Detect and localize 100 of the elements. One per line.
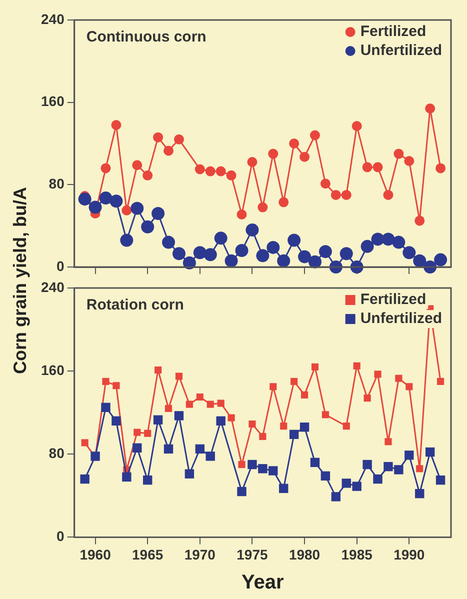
point	[258, 464, 268, 474]
point	[289, 430, 299, 439]
point	[99, 192, 112, 205]
point	[437, 378, 444, 385]
point	[404, 450, 414, 460]
point	[322, 411, 329, 418]
point	[352, 121, 362, 132]
point	[258, 202, 268, 212]
point	[416, 465, 424, 472]
point	[224, 254, 238, 268]
point	[122, 472, 132, 482]
point	[216, 166, 226, 176]
point	[206, 452, 215, 461]
y-tick-label: 160	[41, 362, 65, 378]
x-tick-label: 1980	[288, 546, 320, 562]
point	[214, 232, 228, 245]
point	[279, 484, 288, 493]
point	[298, 250, 312, 264]
point	[266, 240, 280, 254]
point	[413, 254, 426, 268]
x-axis-title: Year	[242, 572, 284, 594]
point	[217, 400, 224, 407]
x-tick-label: 1970	[184, 546, 216, 562]
text: Continuous corn	[86, 28, 206, 46]
point	[395, 374, 402, 382]
x-tick-label: 1965	[132, 546, 164, 562]
point	[111, 120, 122, 130]
point	[152, 206, 165, 220]
point	[372, 162, 383, 172]
point	[384, 462, 393, 472]
point	[415, 488, 424, 498]
point	[310, 458, 320, 468]
point	[394, 148, 404, 159]
point	[404, 156, 414, 166]
point	[425, 104, 436, 114]
point	[311, 363, 319, 370]
point	[164, 404, 172, 412]
point	[308, 255, 322, 268]
legend-label: Unfertilized	[360, 310, 442, 328]
point	[394, 465, 404, 474]
point	[238, 460, 246, 468]
point	[153, 415, 163, 424]
point	[248, 460, 257, 470]
point	[164, 444, 174, 454]
point	[100, 163, 111, 174]
point	[204, 248, 217, 262]
point	[342, 478, 351, 488]
point	[268, 466, 278, 476]
point	[248, 420, 256, 428]
point	[226, 170, 236, 180]
point	[196, 393, 204, 401]
point	[280, 422, 288, 430]
point	[141, 220, 154, 234]
point	[237, 486, 246, 496]
point	[341, 190, 352, 200]
text: Rotation corn	[86, 296, 184, 314]
point	[362, 162, 372, 172]
point	[101, 402, 110, 412]
point	[193, 246, 206, 260]
point	[392, 236, 406, 249]
point	[154, 366, 162, 374]
point	[362, 460, 372, 470]
point	[300, 422, 310, 432]
point	[383, 190, 394, 200]
point	[143, 475, 152, 485]
legend-label: Fertilized	[360, 291, 426, 308]
point	[174, 411, 184, 420]
point	[360, 240, 374, 253]
point	[320, 178, 330, 189]
point	[112, 382, 120, 390]
point	[134, 428, 141, 436]
point	[172, 247, 186, 260]
point	[120, 234, 134, 247]
point	[414, 216, 425, 226]
point	[382, 232, 395, 246]
point	[122, 205, 132, 216]
point	[142, 170, 153, 180]
point	[331, 492, 341, 502]
point	[81, 439, 88, 446]
point	[153, 132, 164, 142]
point	[247, 157, 258, 168]
point	[144, 430, 152, 437]
point	[186, 400, 193, 408]
point	[228, 414, 235, 422]
point	[194, 164, 205, 174]
point	[164, 146, 174, 156]
point	[184, 469, 194, 478]
y-tick-label: 80	[48, 176, 65, 192]
point	[132, 443, 142, 452]
point	[246, 223, 259, 236]
point	[162, 236, 176, 249]
point	[110, 194, 123, 208]
point	[130, 202, 144, 215]
point	[364, 394, 371, 402]
x-tick-label: 1975	[236, 546, 268, 562]
point	[80, 474, 90, 484]
point	[182, 256, 196, 270]
point	[132, 160, 142, 170]
point	[353, 362, 360, 370]
point	[434, 253, 448, 266]
